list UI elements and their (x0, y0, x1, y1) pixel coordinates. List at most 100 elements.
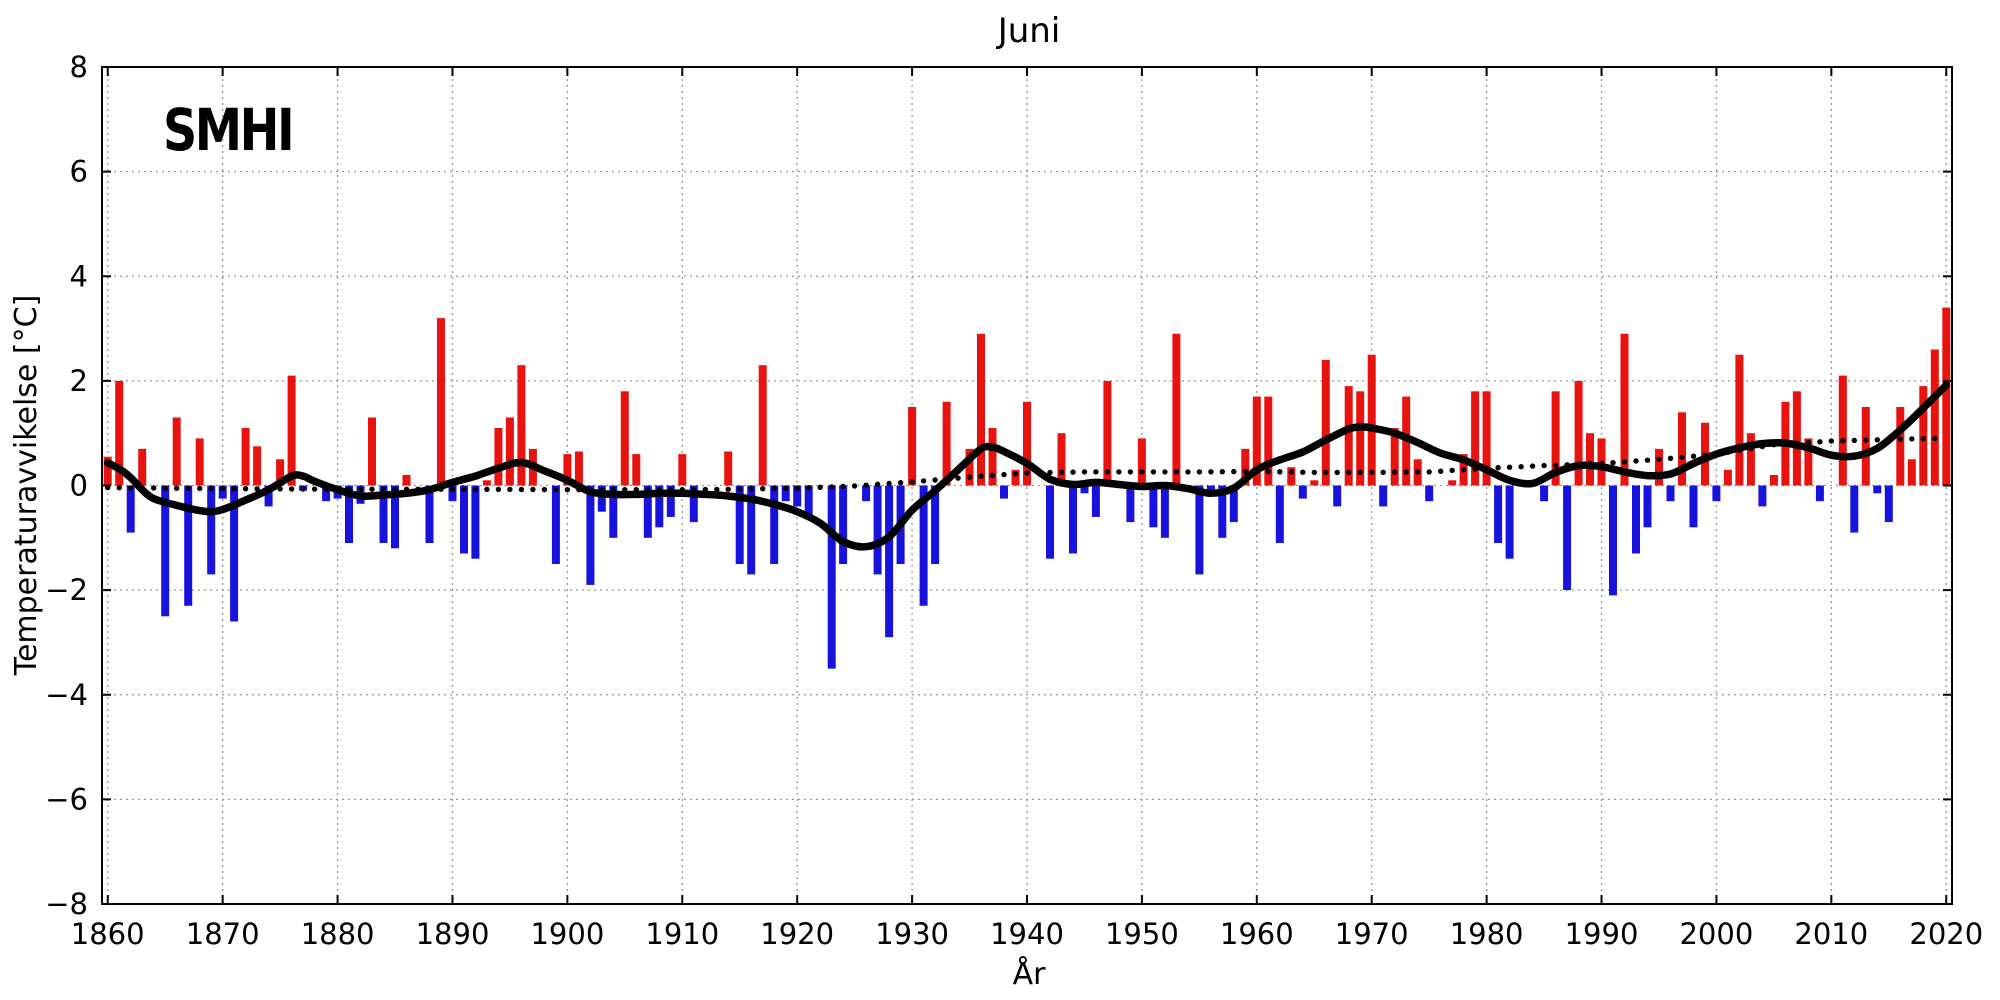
negative-bar-1975 (1425, 485, 1434, 502)
negative-bar-1867 (184, 485, 193, 606)
negative-bar-2000 (1712, 485, 1721, 502)
y-tick-label: 6 (70, 155, 88, 189)
x-tick-label: 1960 (1220, 917, 1294, 951)
trend-dot (1644, 457, 1651, 463)
positive-bar-1935 (965, 448, 974, 486)
trend-dot (771, 485, 777, 492)
plot-frame (101, 66, 1953, 905)
positive-bar-1860 (103, 456, 112, 486)
trend-dot (1851, 437, 1858, 444)
x-tick-label: 1860 (71, 917, 145, 951)
negative-bar-1932 (931, 485, 940, 564)
negative-bar-1923 (827, 485, 836, 669)
positive-bar-1980 (1482, 391, 1491, 486)
trend-dot (851, 483, 858, 489)
trend-dot (197, 485, 203, 492)
trend-dot (1150, 469, 1157, 475)
positive-bar-1953 (1172, 333, 1181, 486)
positive-bar-1893 (482, 480, 491, 486)
x-tick-label: 1940 (990, 917, 1064, 951)
positive-bar-1900 (563, 454, 572, 486)
x-tick-labels: 1860 1870 1880 1890 1900 1910 1920 1930 1940 1950… (71, 917, 1983, 951)
trend-dot (1817, 439, 1823, 445)
trend-dot (1346, 469, 1352, 476)
positive-bar-1989 (1586, 433, 1594, 486)
trend-dot (817, 484, 823, 490)
trend-dot (1162, 469, 1168, 475)
positive-bar-1963 (1287, 467, 1296, 486)
negative-bar-1888 (425, 485, 434, 543)
positive-bar-1873 (253, 446, 262, 486)
positive-bar-2011 (1838, 375, 1847, 486)
negative-bar-1924 (839, 485, 848, 564)
trend-dot (116, 485, 122, 491)
negative-bar-1884 (379, 485, 388, 543)
trend-dot (518, 486, 525, 493)
negative-bar-2004 (1758, 485, 1767, 507)
negative-bar-1892 (471, 485, 480, 559)
negative-bar-1994 (1643, 485, 1652, 528)
trend-dot (955, 475, 961, 481)
positive-bar-1933 (942, 401, 951, 486)
positive-bar-1969 (1356, 391, 1365, 486)
trend-dot (1506, 464, 1513, 470)
trend-dot (151, 485, 157, 491)
negative-bar-1942 (1046, 485, 1054, 559)
trend-dot (1380, 469, 1386, 475)
negative-bar-2014 (1873, 485, 1882, 494)
trend-dot (1185, 469, 1191, 475)
y-tick-label: 2 (70, 364, 88, 398)
trend-dot (1070, 469, 1076, 475)
trend-dot (1196, 469, 1203, 475)
trend-dot (1541, 462, 1547, 469)
trend-dot (1058, 469, 1065, 475)
negative-bar-1987 (1563, 485, 1572, 591)
trend-dot (1208, 469, 1214, 475)
positive-bar-1939 (1011, 469, 1020, 486)
negative-bar-1993 (1632, 485, 1640, 554)
trend-dot (1690, 453, 1697, 459)
negative-bar-1957 (1218, 485, 1227, 538)
y-tick-label: −2 (45, 573, 88, 607)
y-tick-label: −4 (45, 678, 88, 712)
trend-dot (748, 486, 754, 492)
trend-dot (714, 486, 720, 493)
trend-dot (989, 472, 996, 479)
positive-bar-2007 (1792, 391, 1801, 486)
positive-bar-1947 (1103, 380, 1112, 486)
trend-dot (174, 485, 180, 491)
trend-dot (1610, 460, 1616, 466)
positive-bar-1988 (1574, 380, 1583, 486)
negative-bar-1949 (1126, 485, 1135, 523)
negative-bar-1928 (885, 485, 894, 638)
positive-bar-1959 (1241, 448, 1250, 486)
trend-dot (1897, 436, 1904, 442)
positive-bar-1889 (437, 318, 445, 486)
negative-bar-1967 (1333, 485, 1342, 507)
positive-bar-1872 (241, 428, 250, 486)
trend-dot (1920, 436, 1927, 442)
trend-dot (1024, 470, 1030, 476)
trend-dot (449, 486, 456, 492)
chart-title: Juni (996, 11, 1061, 51)
positive-bar-1937 (988, 428, 997, 486)
negative-bar-1871 (230, 485, 239, 622)
positive-bar-1914 (724, 451, 733, 486)
negative-bar-1945 (1080, 485, 1089, 494)
trend-dot (220, 485, 226, 492)
x-tick-label: 1890 (416, 917, 490, 951)
trend-dot (1460, 467, 1467, 473)
negative-bar-1985 (1540, 485, 1549, 502)
trend-dot (783, 485, 789, 491)
positive-bar-2003 (1746, 433, 1755, 486)
trend-dot (909, 479, 915, 485)
trend-dot (1495, 465, 1501, 471)
trend-dot (1415, 469, 1421, 475)
trend-dot (806, 485, 812, 491)
positive-bar-1943 (1057, 433, 1066, 486)
x-tick-label: 2020 (1909, 917, 1983, 951)
positive-bar-1950 (1137, 438, 1146, 486)
y-tick-labels: −8 −6 −4 −2 0 2 4 6 8 (45, 50, 88, 921)
negative-bar-1919 (781, 485, 790, 502)
